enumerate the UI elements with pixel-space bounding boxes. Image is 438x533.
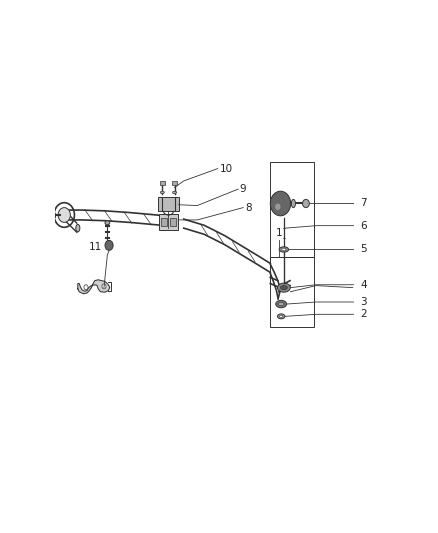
- Text: 7: 7: [360, 198, 367, 208]
- Circle shape: [84, 285, 88, 290]
- Circle shape: [270, 191, 291, 216]
- Text: 6: 6: [360, 221, 367, 231]
- FancyBboxPatch shape: [159, 214, 178, 230]
- Bar: [172, 181, 177, 185]
- Bar: [160, 181, 165, 185]
- Text: 4: 4: [360, 280, 367, 290]
- Ellipse shape: [105, 221, 110, 225]
- Bar: [270, 163, 314, 257]
- Text: 5: 5: [360, 245, 367, 254]
- Ellipse shape: [279, 316, 283, 317]
- Ellipse shape: [279, 247, 289, 252]
- Polygon shape: [78, 280, 110, 294]
- Text: 1: 1: [276, 228, 283, 238]
- Bar: [52, 213, 56, 217]
- Text: 9: 9: [240, 184, 247, 194]
- Ellipse shape: [277, 283, 290, 292]
- Circle shape: [58, 207, 71, 222]
- Circle shape: [275, 204, 280, 210]
- Ellipse shape: [277, 314, 285, 319]
- Text: 3: 3: [360, 297, 367, 307]
- Ellipse shape: [279, 302, 284, 306]
- Ellipse shape: [173, 191, 177, 193]
- Bar: [270, 257, 314, 327]
- Ellipse shape: [291, 199, 295, 207]
- Bar: [161, 218, 167, 226]
- Text: 11: 11: [89, 241, 102, 252]
- Text: 10: 10: [219, 164, 233, 174]
- Circle shape: [105, 240, 113, 251]
- FancyBboxPatch shape: [158, 197, 179, 211]
- Ellipse shape: [282, 248, 286, 251]
- Text: 2: 2: [360, 309, 367, 319]
- Circle shape: [303, 199, 309, 207]
- Circle shape: [102, 284, 106, 289]
- Ellipse shape: [276, 301, 286, 308]
- Ellipse shape: [76, 224, 80, 232]
- Text: 8: 8: [245, 203, 251, 213]
- Bar: [170, 218, 176, 226]
- Ellipse shape: [280, 286, 287, 290]
- Ellipse shape: [160, 191, 164, 193]
